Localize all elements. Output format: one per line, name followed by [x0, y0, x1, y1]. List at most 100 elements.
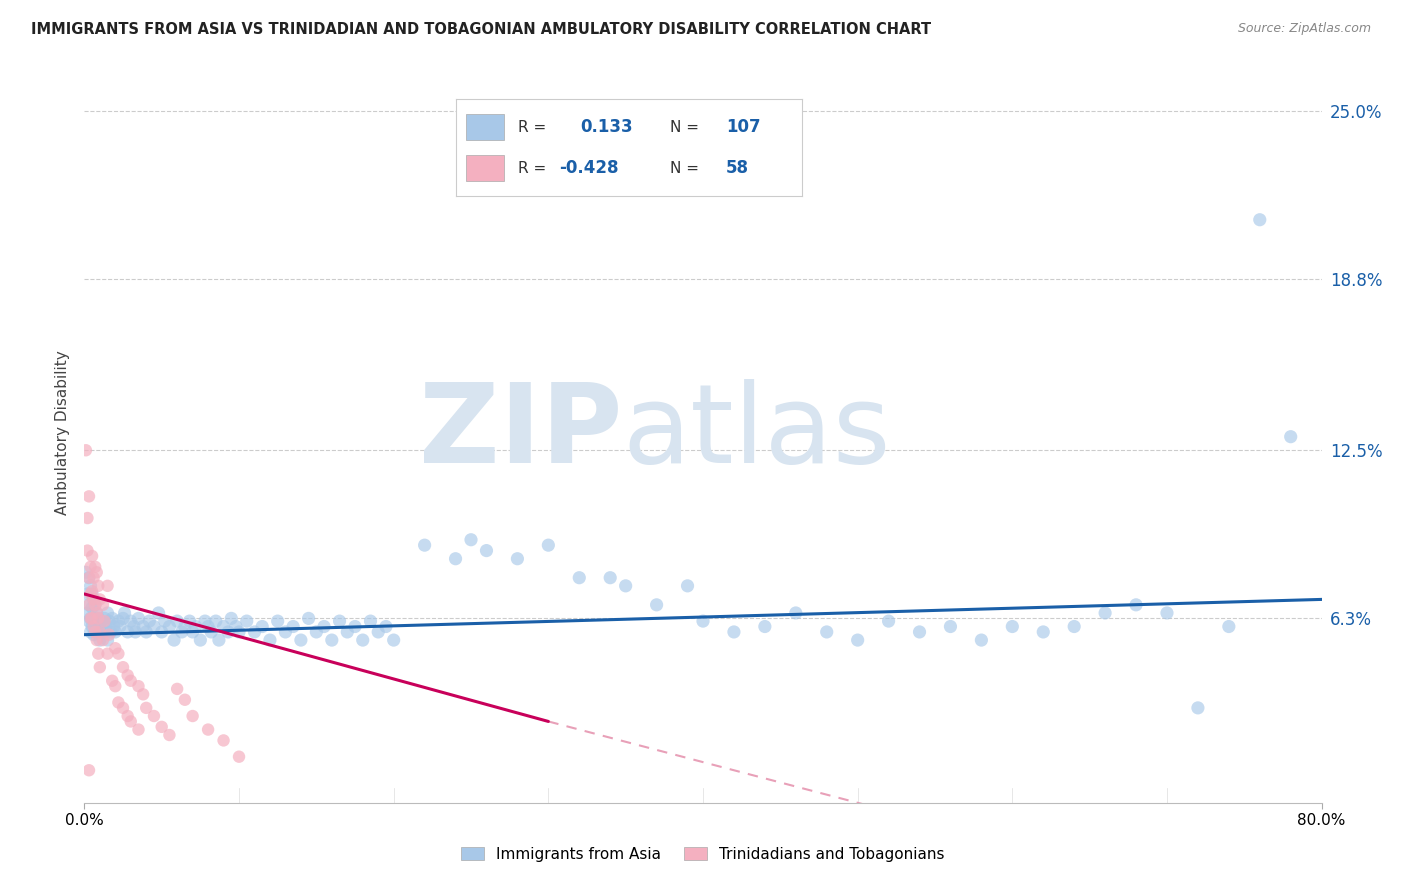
- Point: [312, 619, 335, 633]
- Point: [150, 624, 173, 639]
- Point: [87, 611, 110, 625]
- Point: [77, 598, 100, 612]
- Point: [174, 619, 197, 633]
- Point: [107, 614, 129, 628]
- Point: [132, 687, 155, 701]
- Point: [100, 624, 122, 639]
- Point: [267, 614, 290, 628]
- Point: [228, 749, 250, 764]
- Point: [181, 709, 204, 723]
- Point: [194, 614, 217, 628]
- Point: [413, 538, 436, 552]
- Point: [93, 611, 115, 625]
- Point: [212, 733, 235, 747]
- Point: [84, 624, 107, 639]
- Text: atlas: atlas: [623, 379, 891, 486]
- Point: [83, 592, 105, 607]
- Point: [79, 579, 101, 593]
- Point: [77, 764, 100, 778]
- Point: [96, 633, 118, 648]
- Point: [970, 633, 993, 648]
- Point: [367, 624, 389, 639]
- Point: [86, 633, 108, 648]
- Point: [82, 600, 104, 615]
- Point: [104, 641, 127, 656]
- Point: [343, 619, 366, 633]
- Point: [96, 647, 118, 661]
- Point: [86, 606, 108, 620]
- Point: [112, 701, 135, 715]
- Point: [75, 566, 97, 580]
- Point: [83, 571, 105, 585]
- Y-axis label: Ambulatory Disability: Ambulatory Disability: [55, 351, 70, 515]
- Point: [908, 624, 931, 639]
- Point: [159, 619, 180, 633]
- Point: [77, 489, 100, 503]
- Point: [82, 619, 104, 633]
- Point: [205, 614, 228, 628]
- Point: [87, 579, 110, 593]
- Point: [77, 614, 100, 628]
- Point: [281, 619, 305, 633]
- Point: [460, 533, 482, 547]
- Point: [84, 598, 107, 612]
- Point: [328, 614, 352, 628]
- Point: [112, 660, 135, 674]
- Point: [815, 624, 838, 639]
- Point: [676, 579, 699, 593]
- Point: [259, 633, 281, 648]
- Point: [86, 624, 108, 639]
- Point: [77, 598, 100, 612]
- Text: ZIP: ZIP: [419, 379, 623, 486]
- Point: [143, 619, 166, 633]
- Point: [79, 611, 101, 625]
- Point: [135, 701, 157, 715]
- Point: [98, 614, 121, 628]
- Point: [153, 614, 176, 628]
- Point: [382, 633, 405, 648]
- Text: Source: ZipAtlas.com: Source: ZipAtlas.com: [1237, 22, 1371, 36]
- Point: [120, 673, 142, 688]
- Point: [475, 543, 498, 558]
- Point: [93, 614, 115, 628]
- Point: [166, 614, 188, 628]
- Point: [184, 619, 207, 633]
- Point: [117, 709, 139, 723]
- Point: [336, 624, 359, 639]
- Point: [96, 606, 118, 620]
- Point: [374, 619, 398, 633]
- Point: [159, 728, 180, 742]
- Point: [101, 673, 124, 688]
- Point: [83, 611, 105, 625]
- Point: [89, 619, 111, 633]
- Point: [305, 624, 328, 639]
- Point: [127, 723, 149, 737]
- Point: [82, 611, 104, 625]
- Point: [166, 681, 188, 696]
- Point: [235, 614, 259, 628]
- Point: [1218, 619, 1240, 633]
- Point: [360, 614, 382, 628]
- Point: [127, 611, 149, 625]
- Point: [219, 611, 242, 625]
- Point: [208, 633, 231, 648]
- Point: [197, 619, 219, 633]
- Point: [77, 571, 100, 585]
- Point: [352, 633, 374, 648]
- Point: [82, 549, 104, 563]
- Point: [76, 606, 98, 620]
- Point: [84, 614, 107, 628]
- Point: [87, 647, 110, 661]
- Point: [79, 559, 101, 574]
- Point: [568, 571, 591, 585]
- Point: [117, 668, 139, 682]
- Point: [243, 624, 266, 639]
- Point: [754, 619, 776, 633]
- Point: [877, 614, 900, 628]
- Point: [120, 714, 142, 729]
- Point: [200, 624, 222, 639]
- Point: [76, 511, 98, 525]
- Point: [86, 566, 108, 580]
- Point: [614, 579, 637, 593]
- Point: [82, 584, 104, 599]
